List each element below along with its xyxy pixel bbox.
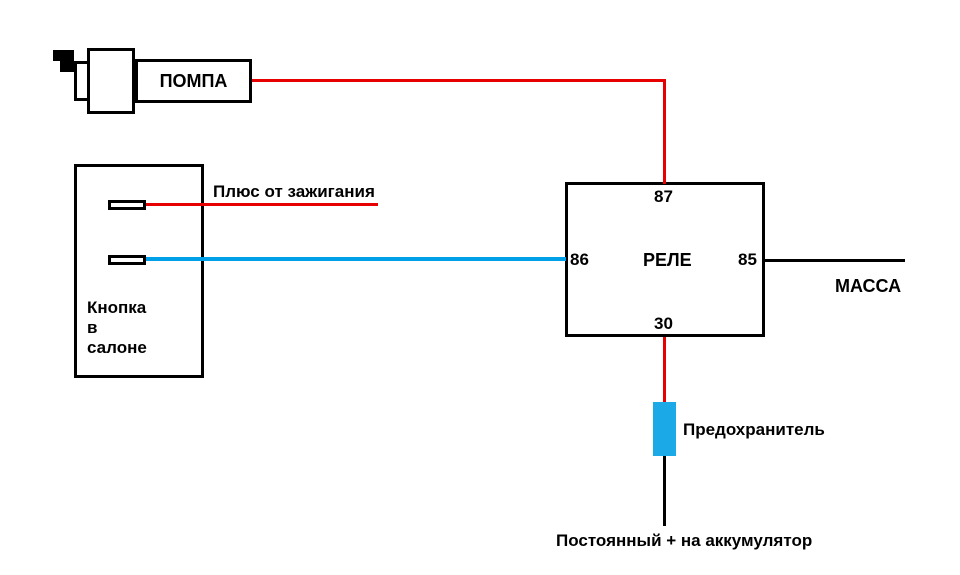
relay-label: РЕЛЕ — [643, 250, 692, 271]
pump-label: ПОМПА — [160, 71, 228, 92]
button-label-line3: салоне — [87, 338, 147, 358]
pump-motor-box — [87, 48, 135, 114]
ground-label: МАССА — [835, 276, 901, 297]
wire-85-to-ground — [765, 259, 905, 262]
ignition-plus-label: Плюс от зажигания — [213, 182, 375, 202]
fuse-body — [653, 402, 676, 456]
pump-shaft-body — [60, 61, 74, 72]
relay-pin-86: 86 — [570, 250, 589, 270]
button-terminal-bottom — [108, 255, 146, 265]
relay-pin-87: 87 — [654, 187, 673, 207]
button-terminal-top — [108, 200, 146, 210]
button-label-line1: Кнопка — [87, 298, 146, 318]
wire-pump-to-87-h — [252, 79, 666, 82]
relay-pin-30: 30 — [654, 314, 673, 334]
wire-fuse-to-battery — [663, 456, 666, 526]
wire-button-to-86 — [146, 257, 566, 261]
button-label-line2: в — [87, 318, 97, 338]
relay-pin-85: 85 — [738, 250, 757, 270]
wire-30-to-fuse — [663, 337, 666, 403]
pump-body-box: ПОМПА — [135, 59, 252, 103]
pump-shaft-top — [53, 50, 74, 61]
wire-ignition-plus — [146, 203, 378, 206]
fuse-label: Предохранитель — [683, 420, 825, 440]
pump-nozzle — [74, 61, 87, 101]
wire-pump-to-87-v — [663, 79, 666, 184]
battery-plus-label: Постоянный + на аккумулятор — [556, 531, 812, 551]
